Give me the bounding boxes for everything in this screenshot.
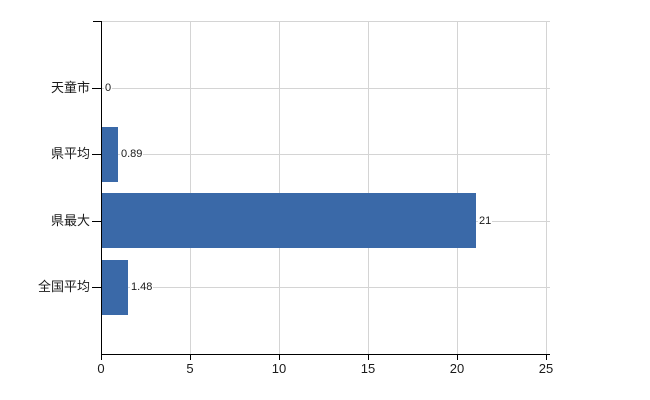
value-label: 0.89: [120, 147, 144, 161]
plot-top-gridline: [101, 21, 550, 22]
value-label: 21: [478, 214, 493, 228]
vertical-gridline: [279, 21, 280, 354]
x-tick: [279, 355, 280, 360]
bar: [102, 193, 476, 248]
x-tick: [457, 355, 458, 360]
x-tick: [546, 355, 547, 360]
category-label: 県平均: [50, 146, 90, 161]
category-label: 天童市: [50, 80, 90, 95]
x-axis: [101, 354, 550, 355]
y-axis: [101, 21, 102, 355]
vertical-gridline: [368, 21, 369, 354]
horizontal-gridline: [101, 287, 550, 288]
bar: [102, 260, 128, 315]
x-tick-label: 20: [449, 361, 465, 376]
x-tick: [190, 355, 191, 360]
vertical-gridline: [546, 21, 547, 354]
x-tick-label: 10: [271, 361, 287, 376]
category-tick: [92, 287, 101, 288]
x-tick: [368, 355, 369, 360]
vertical-gridline: [190, 21, 191, 354]
horizontal-gridline: [101, 88, 550, 89]
category-tick: [92, 88, 101, 89]
x-tick-label: 15: [360, 361, 376, 376]
bar: [102, 127, 118, 182]
x-tick-label: 0: [97, 361, 105, 376]
category-tick: [92, 154, 101, 155]
category-label: 県最大: [50, 213, 90, 228]
axis-top-tick: [93, 21, 101, 22]
x-tick-label: 5: [186, 361, 194, 376]
vertical-gridline: [457, 21, 458, 354]
value-label: 0: [104, 81, 113, 95]
x-tick-label: 25: [538, 361, 554, 376]
horizontal-gridline: [101, 154, 550, 155]
value-label: 1.48: [130, 280, 154, 294]
category-label: 全国平均: [37, 279, 90, 294]
x-tick: [101, 355, 102, 360]
category-tick: [92, 221, 101, 222]
